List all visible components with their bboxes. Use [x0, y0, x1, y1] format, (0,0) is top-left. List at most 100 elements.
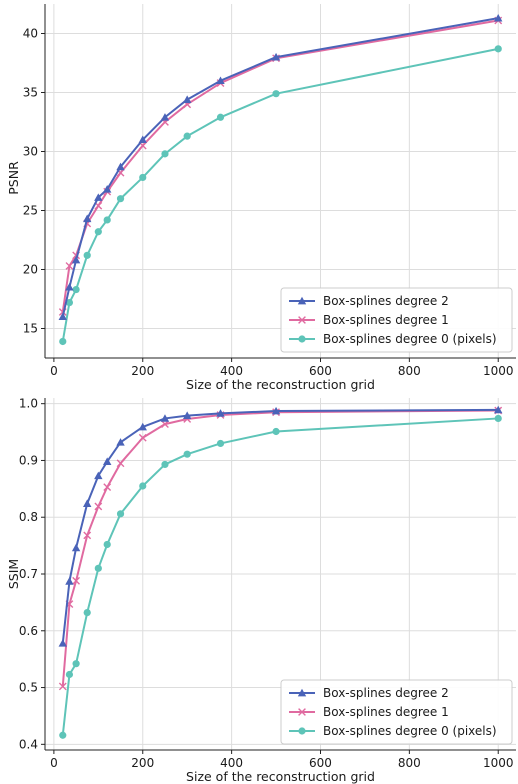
data-point: [116, 195, 125, 203]
data-point: [71, 543, 81, 552]
legend-label: Box-splines degree 0 (pixels): [323, 724, 497, 738]
y-tick-label: 0.9: [19, 453, 38, 467]
data-point: [138, 433, 147, 442]
data-point: [160, 113, 170, 121]
chart-2: 0 200 400 600 800 1000 0.4 0.5 0.6 0.7 0.8 0.9 1.0 Si…: [6, 397, 516, 784]
data-point: [72, 285, 80, 294]
legend: Box-splines degree 2 Box-splines degree 1…: [280, 679, 513, 745]
data-point: [116, 510, 125, 518]
legend: Box-splines degree 2 Box-splines degree 1…: [280, 287, 513, 353]
data-point-stroke: [94, 502, 103, 511]
legend-marker: [297, 296, 307, 305]
y-tick-label: 0.7: [19, 567, 38, 581]
legend-box: [280, 679, 513, 745]
data-point: [94, 502, 103, 511]
data-point: [216, 76, 225, 85]
data-point: [94, 228, 102, 236]
data-point: [59, 731, 67, 739]
x-tick-label: 400: [220, 756, 243, 770]
data-point: [116, 459, 125, 468]
y-tick-label: 35: [23, 86, 38, 100]
legend-label: Box-splines degree 1: [323, 313, 449, 327]
data-point: [65, 298, 74, 307]
data-point: [272, 427, 280, 436]
data-point: [94, 564, 102, 572]
legend-entry: Box-splines degree 1: [289, 313, 449, 327]
legend-marker: [297, 688, 307, 697]
legend-marker: [298, 316, 306, 324]
y-tick-label: 40: [23, 27, 38, 41]
series-x: [58, 406, 503, 691]
y-axis-label: PSNR: [6, 161, 21, 195]
data-point-stroke: [72, 576, 80, 585]
y-axis-label: SSIM: [6, 559, 21, 589]
data-point: [83, 609, 91, 617]
data-point-stroke: [138, 433, 147, 442]
series-line: [61, 408, 499, 644]
data-point: [83, 499, 92, 507]
data-point: [83, 531, 92, 540]
data-point: [161, 460, 169, 469]
data-point: [216, 409, 225, 417]
data-point: [58, 312, 67, 321]
legend-marker: [298, 335, 306, 343]
series-triangle: [58, 405, 503, 647]
data-point: [160, 414, 170, 422]
data-point: [65, 283, 74, 291]
data-point: [94, 471, 103, 480]
data-point: [138, 422, 147, 431]
legend-label: Box-splines degree 2: [323, 294, 449, 308]
y-tick-label: 20: [23, 263, 38, 277]
series-triangle: [58, 13, 503, 321]
data-point: [58, 682, 67, 691]
data-point: [65, 262, 74, 270]
data-point: [161, 420, 169, 429]
legend-marker-stroke: [298, 316, 306, 324]
data-point-stroke: [116, 168, 125, 177]
legend-marker-stroke: [298, 708, 306, 716]
data-point: [494, 414, 502, 423]
y-tick-label: 15: [23, 322, 38, 336]
data-point: [216, 113, 225, 121]
x-tick-label: 1000: [483, 756, 514, 770]
legend-entry: Box-splines degree 0 (pixels): [289, 724, 497, 738]
y-tick-label: 25: [23, 204, 38, 218]
data-point: [65, 670, 74, 679]
data-point: [103, 540, 111, 549]
legend-label: Box-splines degree 1: [323, 705, 449, 719]
x-axis-label: Size of the reconstruction grid: [186, 377, 375, 392]
data-point: [271, 52, 281, 61]
x-tick-label: 1000: [483, 364, 514, 378]
x-tick-label: 200: [131, 364, 154, 378]
legend-marker: [298, 727, 306, 735]
y-tick-label: 30: [23, 145, 38, 159]
data-point-stroke: [83, 531, 92, 540]
legend-entry: Box-splines degree 2: [289, 294, 449, 308]
data-point: [72, 576, 80, 585]
x-axis-label: Size of the reconstruction grid: [186, 769, 375, 784]
data-point: [494, 45, 502, 53]
legend-entry: Box-splines degree 1: [289, 705, 449, 719]
data-point: [139, 173, 147, 182]
x-tick-label: 800: [398, 756, 421, 770]
data-point: [65, 577, 74, 585]
x-tick-label: 400: [220, 364, 243, 378]
data-point: [72, 660, 80, 668]
data-point-stroke: [138, 141, 147, 150]
legend-label: Box-splines degree 0 (pixels): [323, 332, 497, 346]
data-point: [83, 214, 92, 223]
legend-box: [280, 287, 513, 353]
data-point: [94, 193, 103, 201]
data-point: [161, 150, 169, 158]
legend-entry: Box-splines degree 2: [289, 686, 449, 700]
data-point-stroke: [161, 420, 169, 429]
data-point: [59, 337, 67, 346]
x-tick-label: 0: [50, 756, 58, 770]
y-tick-label: 0.8: [19, 510, 38, 524]
series-line: [61, 19, 499, 313]
legend-label: Box-splines degree 2: [323, 686, 449, 700]
data-point: [216, 439, 225, 448]
data-point: [494, 13, 503, 22]
data-point: [183, 132, 191, 140]
